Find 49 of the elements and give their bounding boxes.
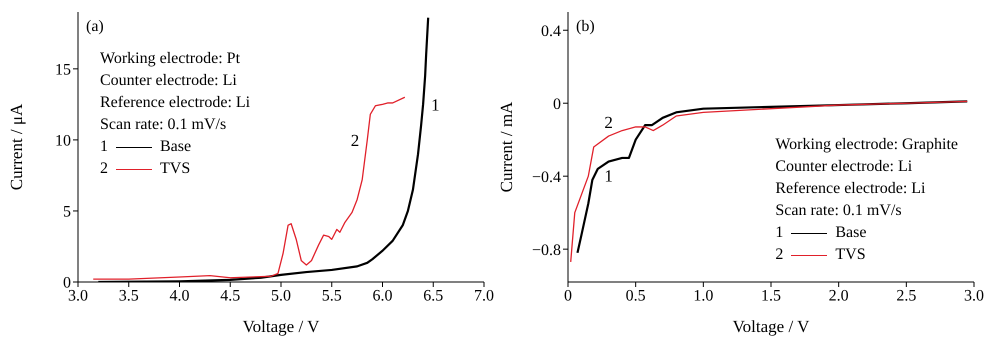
- y-axis-title: Current / mA: [497, 100, 516, 192]
- x-tick-label: 3.0: [68, 287, 88, 304]
- y-tick-label: 10: [55, 132, 71, 150]
- x-tick-label: 4.5: [220, 287, 240, 304]
- x-tick-label: 5.5: [322, 287, 342, 304]
- x-tick-label: 5.0: [271, 287, 291, 304]
- legend-label: Base: [160, 137, 192, 157]
- x-tick-label: 6.0: [372, 287, 392, 304]
- annotation: Scan rate: 0.1 mV/s: [775, 201, 903, 221]
- annotation: Working electrode: Pt: [100, 49, 242, 69]
- legend-label: TVS: [160, 159, 190, 179]
- annotation: 2: [604, 113, 613, 132]
- x-tick-label: 2.5: [896, 287, 916, 304]
- annotation: 1: [431, 95, 440, 114]
- y-tick-label: −0.8: [532, 242, 561, 259]
- y-axis-title: Current / μA: [7, 103, 26, 190]
- chart-title: (a): [86, 18, 104, 36]
- annotation: Counter electrode: Li: [775, 157, 914, 177]
- x-tick-label: 6.5: [423, 287, 444, 304]
- legend-label: TVS: [835, 245, 866, 265]
- x-tick-label: 3.0: [964, 287, 984, 304]
- text: 2: [100, 160, 108, 177]
- annotation: 1: [604, 166, 613, 186]
- x-tick-label: 1.0: [693, 287, 714, 304]
- x-tick-label: 0: [564, 287, 572, 304]
- annotation: Scan rate: 0.1 mV/s: [100, 115, 228, 135]
- annotation: Reference electrode: Li: [775, 179, 926, 199]
- x-tick-label: 4.0: [170, 287, 190, 304]
- y-tick-label: 0: [553, 96, 561, 113]
- text: 1: [100, 138, 108, 155]
- x-axis-title: Voltage / V: [732, 317, 810, 336]
- text: 1: [775, 224, 784, 241]
- y-tick-label: 0.4: [541, 22, 561, 40]
- text: 2: [775, 246, 784, 263]
- x-tick-label: 1.5: [761, 287, 781, 304]
- annotation: Counter electrode: Li: [100, 71, 238, 91]
- legend-label: Base: [835, 223, 866, 243]
- x-tick-label: 3.5: [118, 287, 139, 304]
- x-tick-label: 0.5: [626, 287, 646, 304]
- annotation: 2: [350, 130, 360, 150]
- chart-title: (b): [576, 18, 595, 36]
- annotation: Working electrode: Graphite: [775, 135, 958, 155]
- y-tick-label: 15: [55, 62, 71, 79]
- x-tick-label: 2.0: [828, 287, 849, 304]
- x-tick-label: 7.0: [474, 287, 494, 304]
- y-tick-label: −0.4: [532, 168, 561, 186]
- y-tick-label: 5: [63, 204, 71, 221]
- x-axis-title: Voltage / V: [242, 317, 320, 336]
- annotation: Reference electrode: Li: [100, 93, 250, 113]
